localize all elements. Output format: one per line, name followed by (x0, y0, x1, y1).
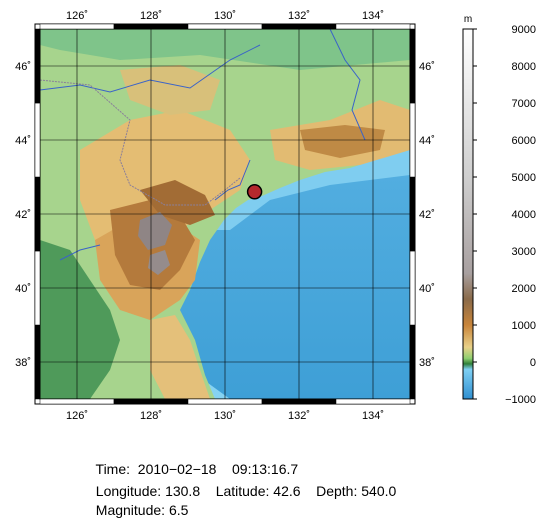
longitude-value: 130.8 (165, 483, 201, 499)
lon-tick-label-top: 126˚ (66, 10, 88, 22)
lat-tick-label-left: 44˚ (15, 135, 31, 147)
epicenter-marker (246, 184, 263, 200)
colorbar-tick-label: 9000 (512, 24, 536, 36)
lat-tick-label-right: 42˚ (419, 209, 435, 221)
colorbar-tick-label: 2000 (512, 283, 536, 295)
terrain-map (40, 29, 410, 399)
lat-tick-label-right: 40˚ (419, 283, 435, 295)
colorbar: m 9000 8000 7000 6000 5000 4000 3000 2000 1000 0 −… (462, 14, 536, 406)
latitude-label: Latitude: (215, 483, 270, 499)
lon-tick-label-top: 134˚ (362, 10, 384, 22)
lat-tick-label-left: 38˚ (15, 357, 31, 369)
lon-tick-label-bottom: 130˚ (214, 410, 236, 422)
colorbar-scale (462, 28, 474, 400)
latitude-value: 42.6 (273, 483, 301, 499)
colorbar-unit: m (464, 14, 472, 25)
colorbar-tick-label: 7000 (512, 98, 536, 110)
lon-labels-top: 126˚ 128˚ 130˚ 132˚ 134˚ (66, 10, 384, 22)
lon-tick-label-bottom: 128˚ (140, 410, 162, 422)
time-label: Time: (95, 461, 131, 477)
lat-tick-label-right: 38˚ (419, 357, 435, 369)
lon-tick-label-top: 130˚ (214, 10, 236, 22)
map-frame (34, 23, 416, 405)
lon-tick-label-bottom: 134˚ (362, 410, 384, 422)
colorbar-tick-label: 4000 (512, 209, 536, 221)
depth-label: Depth: (316, 483, 358, 499)
location-line: Longitude: 130.8 Latitude: 42.6 Depth: 5… (88, 467, 397, 499)
magnitude-label: Magnitude: (95, 502, 166, 518)
lat-tick-label-right: 44˚ (419, 135, 435, 147)
lat-labels-left: 38˚ 40˚ 42˚ 44˚ 46˚ (15, 61, 31, 369)
lat-tick-label-left: 42˚ (15, 209, 31, 221)
lat-tick-label-left: 40˚ (15, 283, 31, 295)
colorbar-tick-label: 8000 (512, 61, 536, 73)
map-figure: 126˚ 128˚ 130˚ 132˚ 134˚ 126˚ 128˚ 130˚ 132˚ 134… (15, 10, 536, 422)
colorbar-tick-label: 6000 (512, 135, 536, 147)
colorbar-tick-label: 1000 (512, 320, 536, 332)
colorbar-tick-label: −1000 (505, 394, 536, 406)
colorbar-tick-label: 3000 (512, 246, 536, 258)
time-value: 2010−02−18 09:13:16.7 (137, 461, 299, 477)
lon-tick-label-top: 132˚ (288, 10, 310, 22)
lon-labels-bottom: 126˚ 128˚ 130˚ 132˚ 134˚ (66, 410, 384, 422)
lat-tick-label-right: 46˚ (419, 61, 435, 73)
graticule (40, 29, 410, 399)
time-line: Time: 2010−02−18 09:13:16.7 (88, 445, 299, 477)
colorbar-tick-label: 5000 (512, 172, 536, 184)
depth-value: 540.0 (361, 483, 397, 499)
longitude-label: Longitude: (95, 483, 162, 499)
colorbar-tick-label: 0 (530, 357, 536, 369)
magnitude-value: 6.5 (168, 502, 189, 518)
lat-labels-right: 38˚ 40˚ 42˚ 44˚ 46˚ (419, 61, 435, 369)
lon-tick-label-top: 128˚ (140, 10, 162, 22)
lon-tick-label-bottom: 132˚ (288, 410, 310, 422)
magnitude-line: Magnitude: 6.5 (88, 486, 189, 518)
lat-tick-label-left: 46˚ (15, 61, 31, 73)
lon-tick-label-bottom: 126˚ (66, 410, 88, 422)
